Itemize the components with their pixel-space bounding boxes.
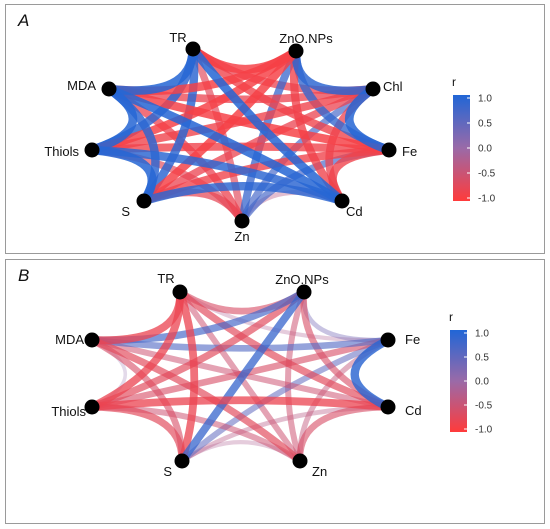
edge-zno-nps-zn bbox=[285, 289, 307, 464]
node-thiols bbox=[84, 142, 100, 158]
legend-tick: 0.5 bbox=[475, 353, 489, 364]
legend-title: r bbox=[452, 75, 456, 89]
node-thiols bbox=[84, 399, 100, 415]
node-zno-nps bbox=[296, 284, 312, 300]
edge-fe-mda bbox=[88, 336, 392, 352]
node-label-chl: Chl bbox=[383, 79, 403, 94]
legend-gradient bbox=[453, 95, 470, 201]
node-mda bbox=[84, 332, 100, 348]
node-fe bbox=[380, 332, 396, 348]
node-label-zn: Zn bbox=[312, 464, 327, 479]
edge-tr-s bbox=[176, 288, 199, 465]
node-label-tr: TR bbox=[169, 30, 186, 45]
edge-chl-fe bbox=[344, 84, 394, 155]
edge-tr-s bbox=[139, 44, 199, 206]
edge-tr-mda bbox=[104, 44, 198, 95]
panel-letter-b: B bbox=[18, 266, 30, 285]
legend-title: r bbox=[449, 310, 453, 324]
node-cd bbox=[380, 399, 396, 415]
node-label-zno-nps: ZnO.NPs bbox=[279, 31, 333, 46]
edge-zno-nps-s bbox=[178, 288, 308, 465]
legend-tick: 0.0 bbox=[475, 377, 489, 388]
node-s bbox=[174, 453, 190, 469]
edge-thiols-mda bbox=[87, 84, 138, 155]
node-label-fe: Fe bbox=[405, 332, 420, 347]
legend-gradient bbox=[450, 330, 467, 432]
edge-fe-cd bbox=[350, 335, 393, 412]
node-label-mda: MDA bbox=[55, 332, 84, 347]
node-cd bbox=[334, 193, 350, 209]
node-mda bbox=[101, 81, 117, 97]
node-zn bbox=[292, 453, 308, 469]
edge-tr-cd bbox=[176, 288, 392, 411]
node-tr bbox=[185, 41, 201, 57]
legend-tick: -1.0 bbox=[478, 194, 496, 205]
node-label-fe: Fe bbox=[402, 144, 417, 159]
node-label-thiols: Thiols bbox=[44, 144, 79, 159]
node-label-zn: Zn bbox=[234, 229, 249, 244]
node-label-zno-nps: ZnO.NPs bbox=[275, 272, 329, 287]
node-zno-nps bbox=[288, 43, 304, 59]
node-label-s: S bbox=[121, 204, 130, 219]
correlation-network-b: TR ZnO.NPs Fe Cd Zn S Thiols MDA r 1.0 0.5 0.0 -0.5 -… bbox=[51, 271, 493, 479]
legend-tick: -0.5 bbox=[478, 169, 496, 180]
legend-tick: -0.5 bbox=[475, 401, 493, 412]
node-label-cd: Cd bbox=[405, 403, 422, 418]
edge-cd-mda bbox=[104, 84, 347, 206]
node-label-mda: MDA bbox=[67, 78, 96, 93]
legend-tick: 0.5 bbox=[478, 119, 492, 130]
legend-colorbar: r 1.0 0.5 0.0 -0.5 -1.0 bbox=[452, 75, 496, 205]
legend-tick: 1.0 bbox=[475, 329, 489, 340]
node-zn bbox=[234, 213, 250, 229]
node-label-tr: TR bbox=[157, 271, 174, 286]
edge-group bbox=[88, 288, 393, 465]
node-chl bbox=[365, 81, 381, 97]
edge-zno-nps-fe bbox=[301, 289, 391, 343]
edge-zn-mda bbox=[88, 336, 304, 465]
node-tr bbox=[172, 284, 188, 300]
node-s bbox=[136, 193, 152, 209]
node-label-s: S bbox=[163, 464, 172, 479]
edge-cd-thiols bbox=[88, 396, 392, 411]
legend-colorbar: r 1.0 0.5 0.0 -0.5 -1.0 bbox=[449, 310, 493, 436]
panel-b: B TR ZnO.NPs Fe Cd Zn S Thiols MDA r 1.0 0.5 0.0 -0.… bbox=[5, 259, 545, 524]
legend-tick: -1.0 bbox=[475, 425, 493, 436]
node-label-cd: Cd bbox=[346, 204, 363, 219]
edge-zno-nps-thiols bbox=[88, 288, 308, 411]
edge-zno-nps-s bbox=[139, 46, 301, 206]
edge-zno-nps-chl bbox=[291, 46, 378, 95]
edge-s-thiols bbox=[87, 145, 157, 206]
node-fe bbox=[381, 142, 397, 158]
edge-tr-cd bbox=[188, 44, 347, 206]
panel-a: A TR ZnO.NPs Chl Fe Cd Zn S Thiols MDA r 1.0 0.5 0.0… bbox=[5, 4, 545, 254]
node-label-thiols: Thiols bbox=[51, 404, 86, 419]
legend-tick: 1.0 bbox=[478, 94, 492, 105]
edge-group bbox=[87, 44, 394, 225]
legend-tick: 0.0 bbox=[478, 144, 492, 155]
edge-fe-s bbox=[179, 337, 391, 464]
correlation-network-a: TR ZnO.NPs Chl Fe Cd Zn S Thiols MDA r 1.0 0.5 0.0 -0… bbox=[44, 30, 496, 244]
edge-tr-mda bbox=[88, 288, 184, 345]
edge-fe-mda bbox=[104, 84, 394, 155]
panel-letter-a: A bbox=[18, 11, 30, 30]
